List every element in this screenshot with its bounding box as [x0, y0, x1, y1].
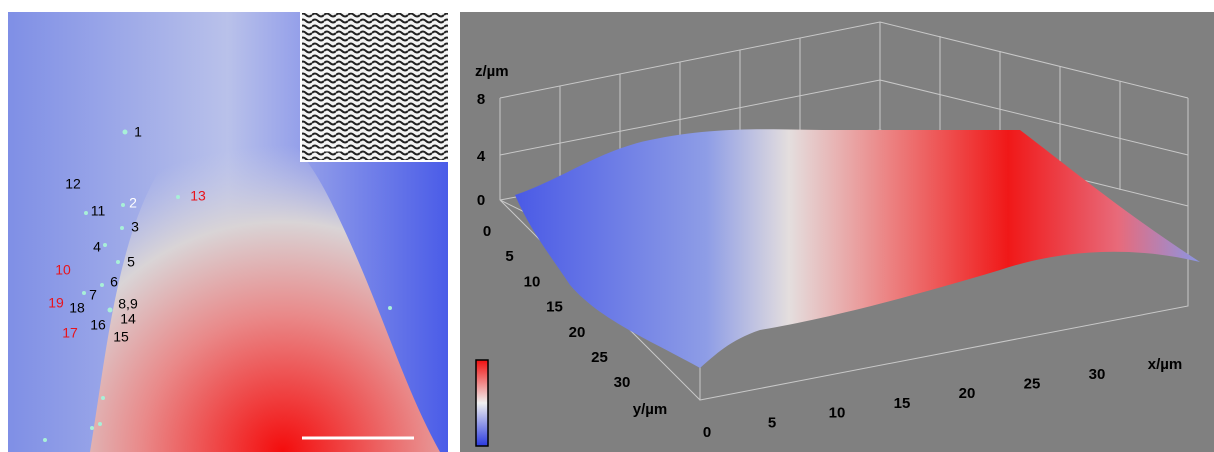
point-label: 1: [134, 124, 142, 140]
inset: [301, 12, 449, 161]
x-tick-label: 10: [829, 405, 846, 422]
y-tick-label: 10: [524, 273, 541, 290]
point-label: 19: [48, 295, 64, 311]
point-label: 4: [93, 239, 101, 255]
point-label: 8,9: [118, 296, 138, 312]
colorbar: [476, 360, 488, 446]
point-label: 14: [120, 311, 136, 327]
y-tick-label: 5: [505, 248, 513, 265]
point-label: 10: [55, 262, 71, 278]
point-label: 11: [91, 203, 106, 219]
x-tick-label: 20: [959, 385, 976, 402]
x-tick-label: 15: [894, 395, 911, 412]
point-label: 13: [190, 188, 206, 204]
point-label: 3: [131, 219, 139, 235]
point-label: 5: [127, 254, 135, 270]
y-tick-label: 25: [591, 349, 608, 366]
x-tick-label: 5: [768, 414, 776, 431]
point-label: 12: [65, 176, 81, 192]
page: {"left_panel": {"point_labels": [ {"labe…: [0, 0, 1214, 452]
y-tick-label: 0: [483, 223, 491, 240]
point-label: 15: [113, 329, 129, 345]
z-tick-label: 4: [477, 148, 486, 165]
y-tick-label: 15: [546, 299, 563, 316]
x-tick-label: 25: [1024, 375, 1041, 392]
point-label: 16: [90, 317, 106, 333]
figure: 1121121334510678,9191814161715 z/µmy/µmx…: [0, 0, 1214, 452]
y-tick-label: 20: [569, 324, 586, 341]
x-tick-label: 0: [703, 424, 711, 441]
point-label: 17: [62, 325, 78, 341]
point-label: 2: [129, 195, 137, 211]
point-label: 6: [110, 274, 118, 290]
x-tick-label: 30: [1089, 366, 1106, 383]
point-label: 7: [89, 287, 97, 303]
z-tick-label: 0: [477, 192, 485, 209]
z-tick-label: 8: [477, 91, 485, 108]
point-label: 18: [69, 300, 85, 316]
z-axis-label: z/µm: [475, 63, 509, 80]
y-tick-label: 30: [614, 374, 631, 391]
y-axis-label: y/µm: [633, 401, 668, 418]
x-axis-label: x/µm: [1148, 356, 1183, 373]
